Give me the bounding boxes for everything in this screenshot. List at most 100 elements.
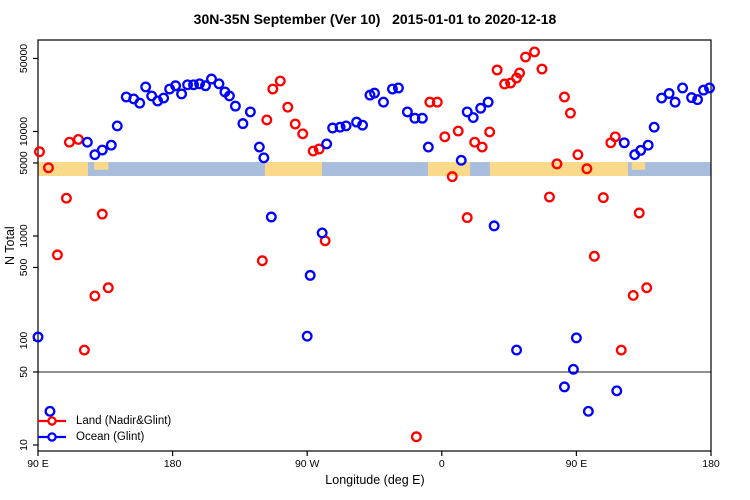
data-point-land [544, 191, 555, 203]
data-point-land [51, 249, 63, 261]
x-tick-label: 180 [702, 458, 720, 470]
data-point-ocean [237, 118, 249, 130]
data-point-ocean [704, 82, 715, 94]
data-point-ocean [265, 211, 277, 223]
data-point-ocean [206, 73, 217, 85]
data-point-ocean [176, 88, 188, 100]
data-point-ocean [461, 106, 473, 118]
data-point-land [452, 125, 464, 137]
data-point-ocean [570, 332, 582, 344]
data-point-ocean [455, 154, 467, 166]
data-point-land [267, 83, 279, 95]
data-point-ocean [194, 78, 205, 90]
y-tick-label: 500 [18, 259, 30, 277]
map-band-ocean [627, 162, 711, 177]
data-point-land [261, 114, 273, 126]
data-point-land [641, 282, 653, 294]
data-point-ocean [105, 139, 117, 151]
data-point-ocean [188, 79, 199, 91]
data-point-ocean [467, 112, 479, 123]
map-band-ocean [470, 162, 490, 177]
x-tick-label: 0 [439, 458, 445, 470]
data-point-ocean [692, 94, 703, 106]
data-point-land [609, 131, 621, 143]
data-point-land [313, 143, 325, 155]
data-point-ocean [81, 136, 93, 148]
x-tick-label: 90 E [566, 458, 588, 470]
data-point-land [536, 63, 548, 75]
data-point-ocean [182, 79, 194, 91]
data-point-land [484, 126, 496, 138]
data-point-ocean [669, 96, 681, 108]
map-band-ocean [322, 162, 429, 177]
data-point-land [461, 212, 473, 224]
data-point-ocean [567, 363, 579, 375]
data-point-ocean [422, 141, 434, 153]
data-point-ocean [642, 139, 654, 151]
legend-item-ocean: Ocean (Glint) [37, 429, 171, 445]
data-point-ocean [301, 330, 313, 342]
y-tick-label: 10 [18, 439, 30, 451]
data-point-ocean [663, 88, 675, 99]
data-point-land [529, 46, 540, 58]
data-point-ocean [244, 106, 256, 118]
data-point-ocean [140, 81, 152, 93]
data-point-land [307, 145, 319, 157]
data-point-land [410, 431, 422, 443]
y-tick-label: 10000 [18, 117, 30, 146]
legend-item-land: Land (Nadir&Glint) [37, 413, 171, 429]
data-point-ocean [213, 78, 225, 90]
data-point-land [289, 118, 301, 130]
data-point-land [520, 51, 532, 63]
data-point-ocean [316, 227, 328, 239]
data-point-ocean [656, 92, 668, 104]
data-point-land [476, 141, 488, 153]
map-band-island [631, 162, 646, 170]
data-point-ocean [158, 92, 170, 104]
data-point-ocean [511, 344, 523, 356]
data-point-ocean [677, 82, 689, 94]
data-point-land [256, 255, 268, 267]
data-point-land [499, 78, 511, 90]
map-band-land [428, 162, 471, 177]
data-point-ocean [635, 144, 647, 156]
data-point-ocean [482, 96, 494, 108]
map-band-land [489, 162, 628, 177]
y-tick-label: 100 [18, 332, 30, 350]
data-point-ocean [475, 102, 487, 114]
data-point-land [514, 67, 526, 79]
data-point-ocean [334, 121, 346, 133]
data-point-land [469, 136, 481, 148]
data-point-ocean [229, 100, 241, 112]
legend-circle-icon [47, 416, 57, 426]
data-point-ocean [369, 87, 380, 99]
y-tick-label: 5000 [18, 151, 30, 175]
data-point-land [89, 290, 101, 302]
x-axis-label: Longitude (deg E) [325, 473, 425, 487]
data-point-land [572, 149, 584, 161]
data-point-ocean [340, 120, 352, 132]
data-point-ocean [89, 149, 101, 161]
data-point-land [581, 163, 593, 175]
data-point-land [102, 282, 114, 294]
data-point-land [431, 96, 443, 108]
data-point-ocean [558, 381, 570, 393]
data-point-ocean [223, 90, 235, 102]
data-point-land [34, 146, 45, 158]
data-point-land [43, 162, 54, 174]
legend-symbol-ocean [38, 432, 66, 442]
data-point-land [627, 289, 639, 301]
data-point-land [274, 75, 286, 87]
legend-symbol-land [38, 416, 66, 426]
data-point-land [615, 344, 627, 356]
data-point-land [597, 192, 609, 204]
data-point-ocean [200, 80, 211, 92]
y-tick-label: 1000 [18, 224, 30, 248]
data-point-ocean [357, 119, 368, 131]
data-point-ocean [96, 144, 108, 156]
data-point-ocean [686, 92, 698, 104]
x-tick-label: 90 W [295, 458, 320, 470]
legend-label-ocean: Ocean (Glint) [76, 431, 145, 443]
